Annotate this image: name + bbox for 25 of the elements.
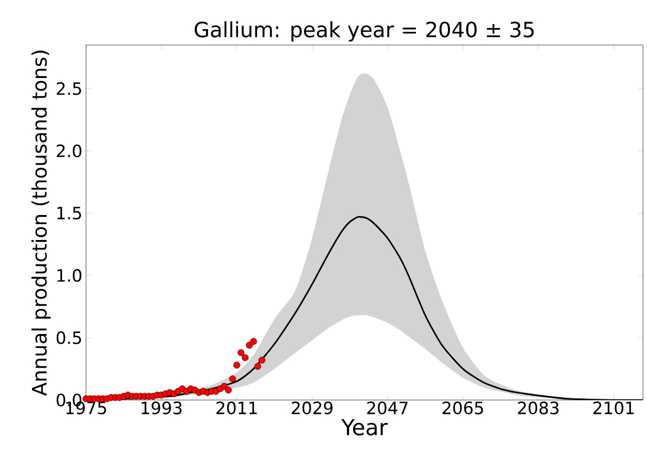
x-axis-title: Year — [341, 419, 388, 436]
point — [229, 375, 236, 382]
y-tick-label: 2.5 — [56, 82, 81, 95]
point — [246, 342, 253, 349]
x-tick-label: 2065 — [442, 402, 483, 414]
y-tick-label: 1.5 — [57, 206, 81, 220]
point — [233, 362, 240, 369]
y-tick-label: 1.0 — [57, 269, 82, 282]
x-tick-label: 2011 — [216, 402, 257, 414]
x-tick-label: 2101 — [593, 402, 634, 414]
point — [258, 356, 266, 364]
x-tick-label: 2047 — [367, 402, 408, 414]
y-tick-label: 2.0 — [56, 144, 82, 158]
point — [220, 382, 228, 390]
point — [238, 349, 244, 356]
x-tick-label: 1993 — [142, 402, 182, 414]
point — [254, 362, 262, 370]
point — [224, 386, 232, 394]
point — [250, 338, 257, 345]
point — [242, 354, 249, 362]
x-tick-label: 2029 — [292, 402, 332, 414]
x-tick-label: 2083 — [518, 402, 558, 414]
y-axis-title: Annual production (thousand tons) — [31, 50, 51, 396]
y-tick-label: 0.5 — [56, 331, 81, 344]
chart-title: Gallium: peak year = 2040 ± 35 — [194, 21, 534, 42]
